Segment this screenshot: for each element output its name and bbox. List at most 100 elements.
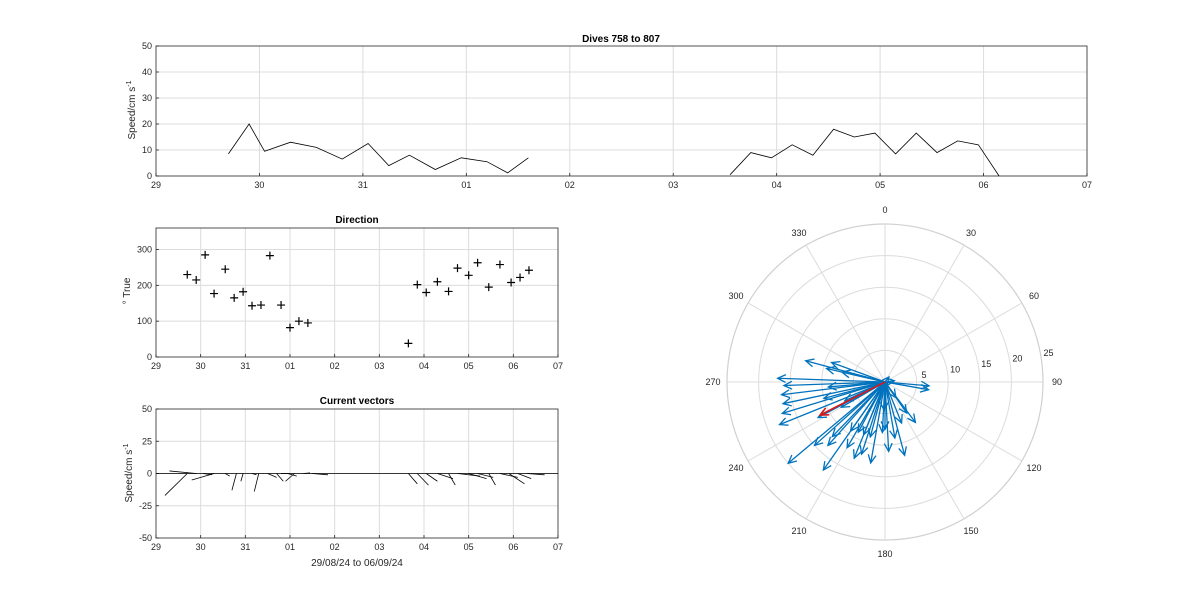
direction-point-marker: [444, 287, 453, 296]
direction-x-tick-label: 31: [240, 361, 250, 371]
polar-angle-label: 330: [791, 228, 806, 238]
direction-point-marker: [256, 301, 265, 310]
direction-x-tick-label: 02: [330, 361, 340, 371]
vectors-x-tick-label: 02: [330, 542, 340, 552]
direction-x-tick-label: 05: [464, 361, 474, 371]
direction-point-marker: [464, 271, 473, 280]
current-vector-stick: [287, 473, 297, 477]
polar-angle-label: 300: [729, 291, 744, 301]
polar-current-vector-head: [831, 427, 841, 438]
polar-current-vector: [884, 381, 896, 439]
polar-current-vector-head: [830, 360, 841, 370]
polar-spoke: [884, 302, 1023, 383]
speed-x-tick-label: 30: [254, 180, 264, 190]
polar-current-vector: [857, 381, 886, 433]
polar-radial-tick-label: 20: [1012, 354, 1022, 364]
direction-point-marker: [201, 250, 210, 259]
current-vector-stick: [426, 473, 438, 482]
polar-current-vector-head: [894, 413, 903, 425]
polar-spoke: [805, 244, 886, 383]
speed-x-tick-label: 06: [979, 180, 989, 190]
direction-x-tick-label: 30: [196, 361, 206, 371]
current-vector-stick: [303, 472, 311, 474]
polar-current-vector: [884, 381, 930, 387]
direction-point-marker: [230, 293, 239, 302]
speed-x-tick-label: 01: [461, 180, 471, 190]
vectors-x-tick-label: 05: [464, 542, 474, 552]
polar-current-vector-head: [919, 383, 931, 393]
polar-current-vector: [884, 381, 908, 414]
vectors-x-tick-label: 01: [285, 542, 295, 552]
direction-point-marker: [239, 287, 248, 296]
speed-x-tick-label: 29: [151, 180, 161, 190]
vectors-y-tick-label: 50: [142, 404, 152, 414]
polar-current-vector: [884, 381, 903, 424]
current-vector-stick: [191, 473, 215, 481]
polar-angle-label: 30: [966, 228, 976, 238]
direction-point-marker: [210, 289, 219, 298]
speed-timeseries-panel: Dives 758 to 807 Speed/cm s-1 29 30 31 01 02…: [126, 34, 1092, 190]
polar-current-vector-head: [857, 423, 866, 434]
polar-current-vector-head: [787, 454, 798, 465]
current-vector-stick: [437, 473, 454, 480]
direction-point-marker: [192, 275, 201, 284]
polar-current-vector: [822, 381, 886, 471]
speed-x-tick-label: 02: [565, 180, 575, 190]
direction-x-tick-label: 29: [151, 361, 161, 371]
polar-angle-label: 210: [791, 526, 806, 536]
polar-current-vector-head: [859, 445, 869, 456]
polar-current-vector-head: [846, 438, 855, 449]
polar-current-vector-head: [780, 406, 792, 416]
current-vector-stick: [169, 470, 197, 474]
polar-current-vector-head: [907, 413, 917, 424]
polar-spoke: [884, 381, 1023, 462]
current-vector-stick: [251, 473, 257, 476]
speed-series-line: [228, 123, 529, 174]
direction-point-marker: [303, 318, 312, 327]
polar-current-vector-head: [898, 404, 908, 415]
vectors-x-tick-label: 29: [151, 542, 161, 552]
polar-current-vector: [823, 381, 886, 399]
polar-spoke: [747, 302, 886, 383]
direction-point-marker: [404, 339, 413, 348]
current-vector-stick: [231, 473, 237, 491]
current-vector-stick: [526, 473, 545, 476]
polar-current-vector-head: [867, 454, 877, 465]
direction-panel: Direction ° True 29 30 31 01 02 03 04 05 06 07 0 10…: [122, 215, 563, 371]
polar-current-vector-head: [920, 380, 931, 390]
polar-current-vector: [779, 381, 886, 426]
polar-current-vector: [870, 381, 886, 464]
polar-current-vector-head: [889, 429, 898, 440]
direction-point-marker: [433, 277, 442, 286]
direction-point-marker: [473, 258, 482, 267]
polar-current-vector-head: [878, 423, 888, 434]
vectors-x-tick-label: 04: [419, 542, 429, 552]
current-vector-stick: [408, 473, 418, 485]
polar-compass-panel: 0 30 60 90 120 150 180 210 240 270 300 330 5 10 15 20 25: [705, 205, 1062, 559]
vectors-x-tick-label: 03: [374, 542, 384, 552]
direction-x-tick-label: 07: [553, 361, 563, 371]
polar-angle-label: 90: [1052, 377, 1062, 387]
speed-y-tick-label: 0: [147, 171, 152, 181]
polar-current-vector: [884, 381, 906, 456]
vectors-x-tick-label: 30: [196, 542, 206, 552]
polar-current-vector: [777, 377, 886, 383]
polar-current-vector: [814, 381, 886, 446]
direction-axes-box: [155, 227, 559, 358]
current-vector-stick: [312, 473, 328, 476]
vectors-y-tick-label: 25: [142, 436, 152, 446]
direction-point-marker: [413, 280, 422, 289]
polar-mean-vector-head: [818, 407, 830, 416]
direction-point-marker: [221, 265, 230, 274]
direction-point-marker: [484, 283, 493, 292]
polar-angle-label: 270: [705, 377, 720, 387]
current-vector-stick: [285, 473, 295, 482]
speed-y-tick-label: 40: [142, 67, 152, 77]
speed-x-tick-label: 07: [1082, 180, 1092, 190]
polar-current-vector-head: [880, 375, 890, 386]
vectors-y-tick-label: -50: [139, 533, 152, 543]
direction-point-marker: [507, 278, 516, 287]
current-vector-stick: [488, 473, 496, 486]
direction-y-tick-label: 200: [137, 280, 152, 290]
